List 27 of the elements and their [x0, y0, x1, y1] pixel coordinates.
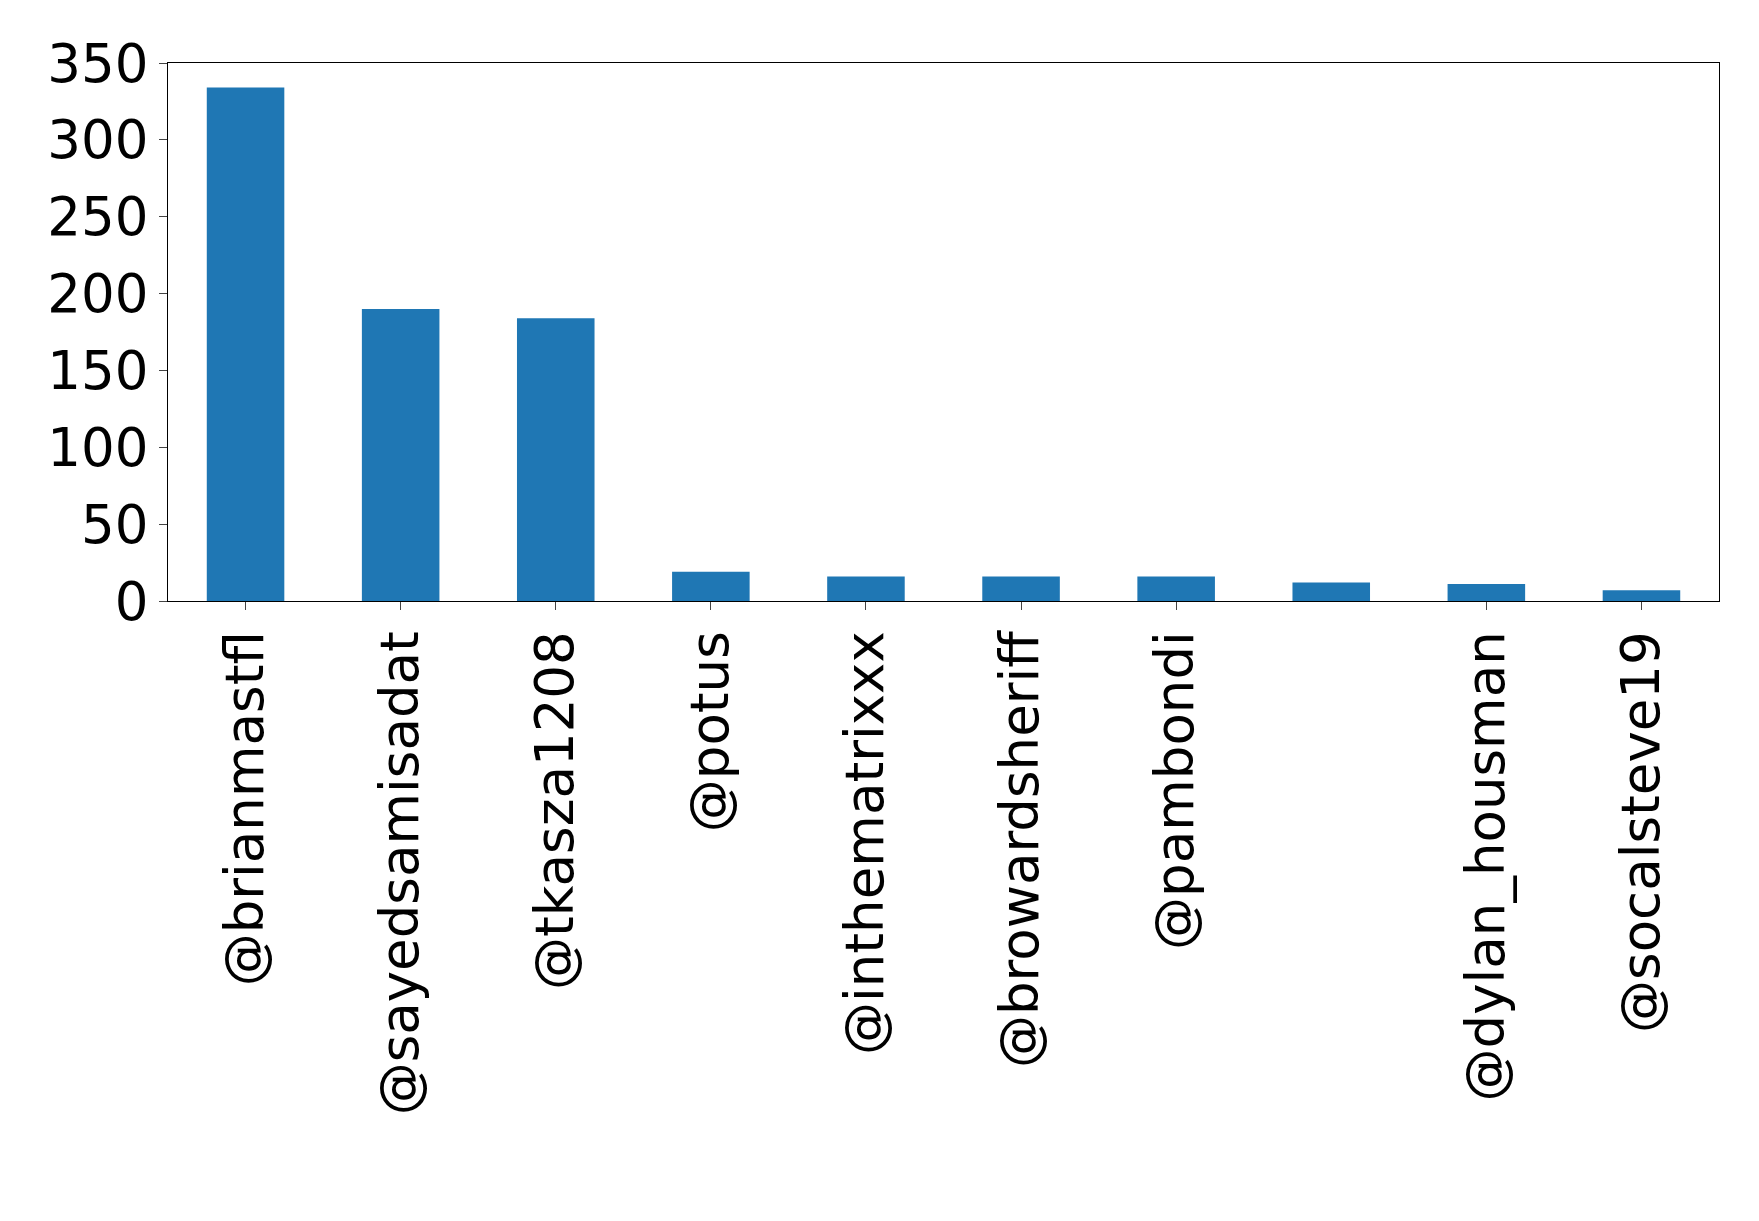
y-tick-label: 200	[47, 263, 149, 325]
x-tick-label: @brianmastfl	[213, 631, 275, 987]
x-tick-label: @tkasza1208	[523, 631, 585, 991]
bar	[1137, 576, 1215, 601]
x-tick-label: @potus	[679, 631, 741, 833]
bar	[1447, 584, 1526, 601]
y-tick-label: 350	[47, 32, 149, 94]
y-tick-label: 50	[80, 493, 149, 555]
x-tick-label: @sayedsamisadat	[368, 631, 430, 1116]
bar	[827, 576, 905, 601]
y-tick-label: 300	[47, 109, 149, 171]
y-tick-label: 100	[47, 416, 149, 478]
bar	[361, 308, 440, 601]
bar	[516, 318, 595, 601]
x-tick-label: @browardsheriff	[989, 629, 1051, 1069]
x-tick-label: @socalsteve19	[1609, 631, 1671, 1033]
bar	[982, 576, 1060, 601]
bar	[1602, 590, 1681, 601]
y-tick-label: 250	[47, 186, 149, 248]
x-tick-label: @inthematrixxx	[834, 631, 896, 1055]
bar	[672, 571, 750, 601]
y-tick-label: 150	[47, 339, 149, 401]
x-tick-label: @pambondi	[1144, 631, 1206, 950]
bar	[206, 87, 285, 601]
x-tick-label: @dylan_housman	[1454, 631, 1517, 1102]
y-tick-label: 0	[114, 570, 149, 632]
bar	[1292, 582, 1371, 601]
